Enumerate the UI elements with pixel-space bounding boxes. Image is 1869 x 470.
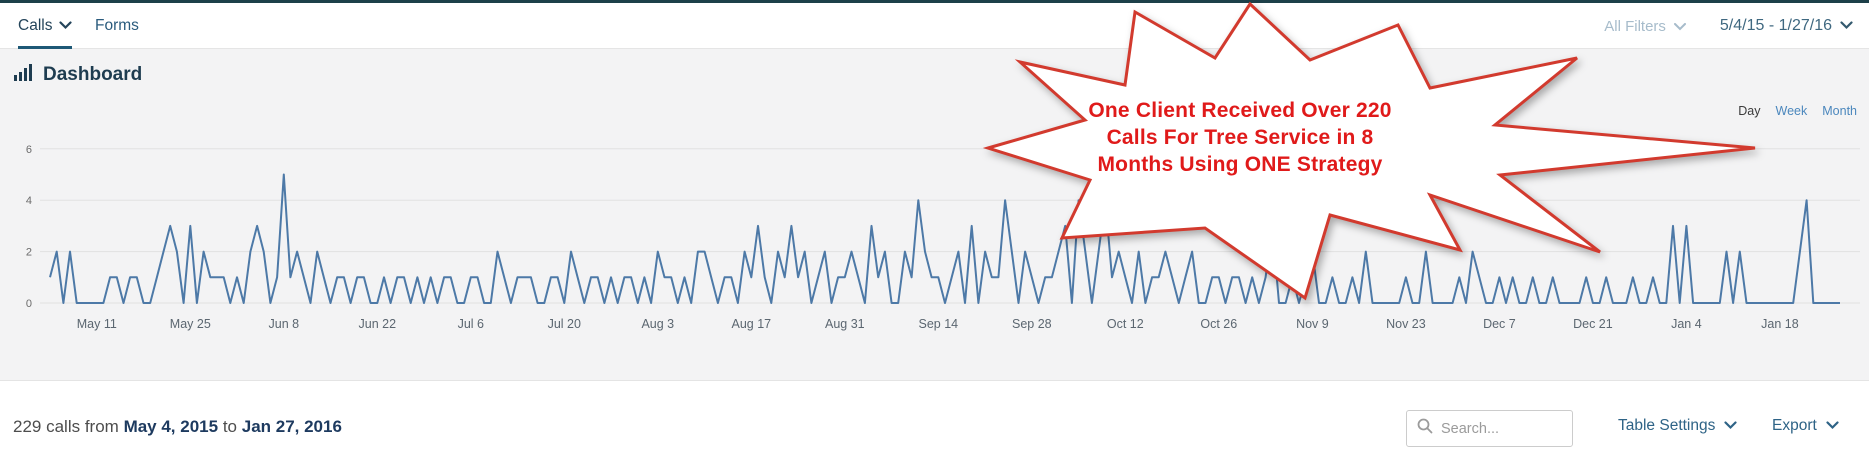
all-filters-label: All Filters [1604, 17, 1666, 35]
svg-text:Sep 14: Sep 14 [918, 317, 958, 331]
bar-chart-icon [14, 64, 33, 86]
summary-end-date: Jan 27, 2016 [241, 417, 342, 436]
svg-text:May 11: May 11 [77, 317, 117, 331]
window-top-border [0, 0, 1869, 3]
header: Calls Forms All Filters 5/4/15 - 1/27/16 [0, 3, 1869, 49]
date-range-dropdown[interactable]: 5/4/15 - 1/27/16 [1720, 17, 1853, 35]
all-filters-dropdown[interactable]: All Filters [1604, 18, 1686, 35]
svg-text:Jul 6: Jul 6 [458, 317, 484, 331]
svg-text:Dec 21: Dec 21 [1573, 317, 1613, 331]
summary-to: to [222, 417, 237, 436]
svg-text:May 25: May 25 [170, 317, 211, 331]
calls-summary: 229 calls from May 4, 2015 to Jan 27, 20… [13, 417, 342, 437]
svg-text:Aug 31: Aug 31 [825, 317, 865, 331]
dashboard-panel: Dashboard Day Week Month 0 2 4 6 May 11 May 2… [0, 49, 1869, 381]
search-icon [1417, 418, 1433, 439]
table-settings-dropdown[interactable]: Table Settings [1618, 417, 1737, 435]
svg-text:Oct 12: Oct 12 [1107, 317, 1144, 331]
granularity-month[interactable]: Month [1822, 104, 1857, 118]
chevron-down-icon [1840, 17, 1853, 35]
svg-text:Aug 17: Aug 17 [731, 317, 771, 331]
svg-text:Jan 4: Jan 4 [1671, 317, 1702, 331]
tab-calls-label: Calls [18, 17, 53, 34]
svg-text:Jan 18: Jan 18 [1761, 317, 1799, 331]
svg-text:Aug 3: Aug 3 [641, 317, 674, 331]
page-title: Dashboard [43, 64, 143, 85]
svg-text:0: 0 [26, 298, 32, 310]
tab-calls[interactable]: Calls [18, 3, 73, 49]
tab-forms[interactable]: Forms [95, 3, 139, 49]
granularity-week[interactable]: Week [1775, 104, 1808, 118]
chevron-down-icon [1724, 417, 1737, 435]
svg-text:Jun 8: Jun 8 [269, 317, 300, 331]
granularity-toggle: Day Week Month [1738, 104, 1857, 118]
chevron-down-icon [1673, 18, 1686, 35]
svg-text:Nov 23: Nov 23 [1386, 317, 1426, 331]
svg-text:2: 2 [26, 247, 32, 259]
summary-start-date: May 4, 2015 [123, 417, 219, 436]
svg-text:Jun 22: Jun 22 [359, 317, 397, 331]
svg-text:Jul 20: Jul 20 [548, 317, 581, 331]
search-box[interactable] [1406, 410, 1573, 447]
table-toolbar: 229 calls from May 4, 2015 to Jan 27, 20… [0, 381, 1869, 464]
chevron-down-icon [1826, 417, 1839, 435]
svg-text:Sep 28: Sep 28 [1012, 317, 1052, 331]
tab-forms-label: Forms [95, 17, 139, 34]
summary-prefix: 229 calls from [13, 417, 119, 436]
svg-text:Oct 26: Oct 26 [1200, 317, 1237, 331]
table-settings-label: Table Settings [1618, 417, 1716, 434]
granularity-day[interactable]: Day [1738, 104, 1761, 118]
svg-text:Dec 7: Dec 7 [1483, 317, 1516, 331]
export-dropdown[interactable]: Export [1772, 417, 1839, 435]
export-label: Export [1772, 417, 1817, 434]
search-input[interactable] [1441, 420, 1556, 437]
calls-line-chart: 0 2 4 6 May 11 May 25 Jun 8 Jun 22 Jul 6 Jul 20 Au… [0, 118, 1869, 348]
date-range-label: 5/4/15 - 1/27/16 [1719, 17, 1832, 34]
svg-text:4: 4 [26, 195, 32, 207]
chevron-down-icon [59, 17, 73, 35]
svg-text:Nov 9: Nov 9 [1296, 317, 1329, 331]
svg-text:6: 6 [26, 144, 32, 156]
